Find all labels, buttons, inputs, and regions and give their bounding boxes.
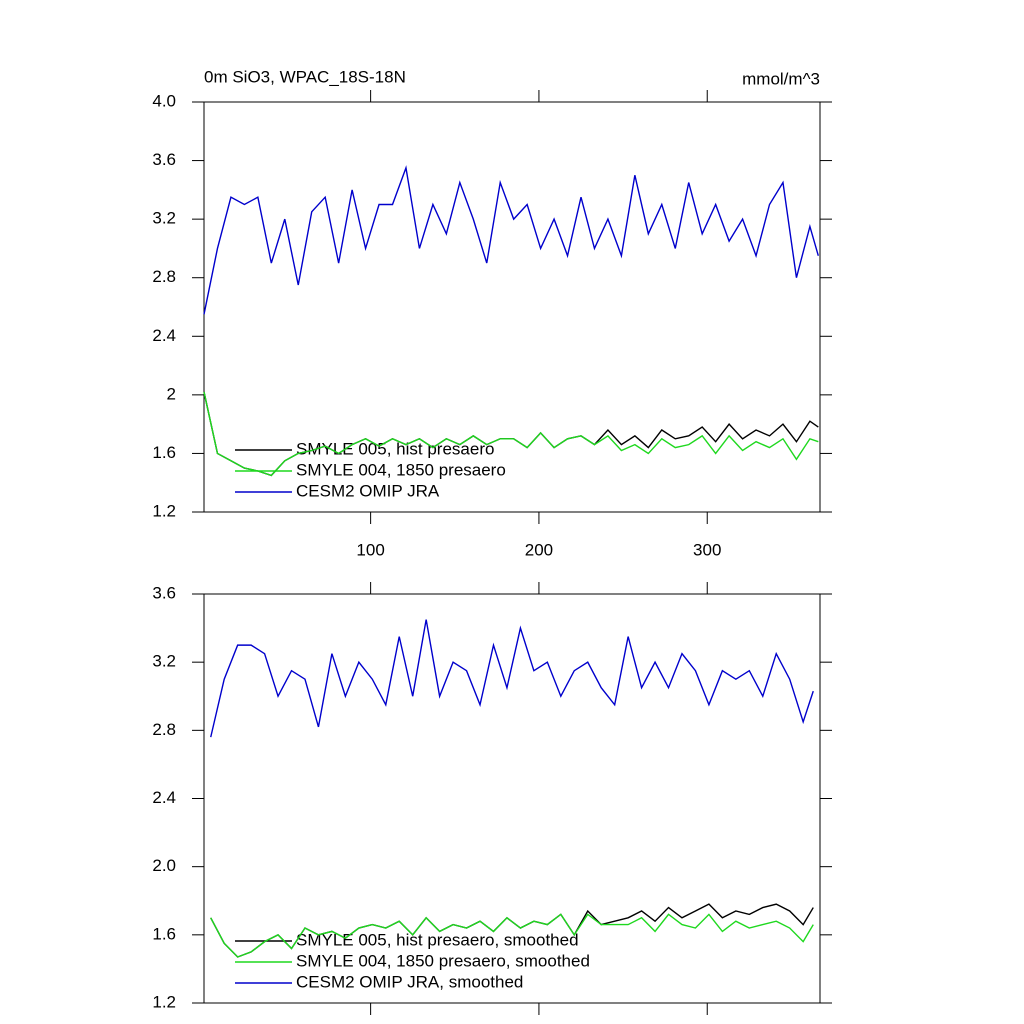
y-tick-label: 1.6 [152, 443, 176, 462]
y-tick-label: 3.2 [152, 209, 176, 228]
y-tick-label: 2.4 [152, 326, 176, 345]
legend-label: SMYLE 005, hist presaero, smoothed [296, 930, 579, 949]
data-line [210, 619, 814, 738]
legend-label: SMYLE 004, 1850 presaero, smoothed [296, 951, 590, 970]
plot-frame [203, 101, 821, 513]
y-tick-label: 2 [167, 384, 176, 403]
legend-label: CESM2 OMIP JRA [296, 481, 440, 500]
legend-label: CESM2 OMIP JRA, smoothed [296, 972, 523, 991]
y-tick-label: 4.0 [152, 91, 176, 110]
units-label: mmol/m^3 [742, 69, 820, 88]
y-tick-label: 2.8 [152, 267, 176, 286]
y-tick-label: 1.2 [152, 501, 176, 520]
y-tick-label: 3.2 [152, 652, 176, 671]
data-line [210, 913, 814, 958]
y-tick-label: 2.8 [152, 720, 176, 739]
y-tick-label: 3.6 [152, 150, 176, 169]
data-line [203, 165, 819, 315]
y-tick-label: 3.6 [152, 583, 176, 602]
y-tick-label: 1.6 [152, 924, 176, 943]
chart-title: 0m SiO3, WPAC_18S-18N [204, 67, 406, 86]
x-tick-label: 100 [356, 540, 384, 559]
data-line [203, 391, 819, 477]
y-tick-label: 1.2 [152, 992, 176, 1011]
legend-label: SMYLE 004, 1850 presaero [296, 460, 506, 479]
x-tick-label: 200 [525, 540, 553, 559]
y-tick-label: 2.4 [152, 788, 176, 807]
y-tick-label: 2.0 [152, 856, 176, 875]
x-tick-label: 300 [693, 540, 721, 559]
legend-label: SMYLE 005, hist presaero [296, 439, 494, 458]
